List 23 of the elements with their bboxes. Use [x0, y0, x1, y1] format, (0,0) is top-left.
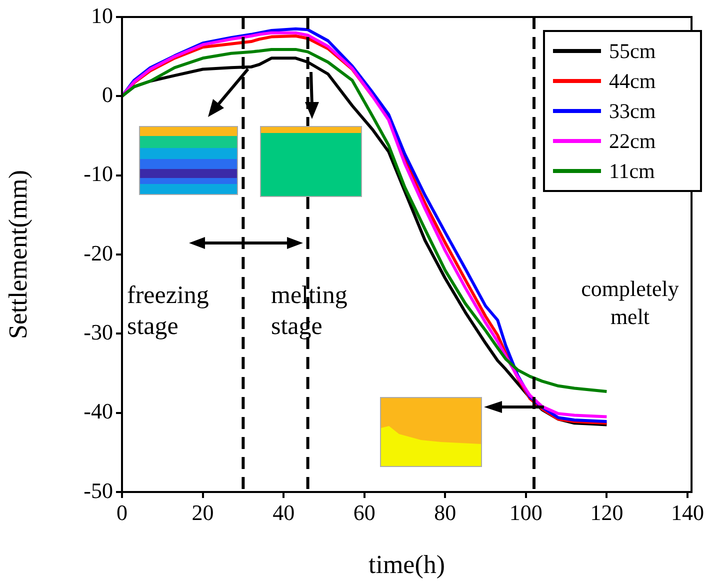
- legend-label: 33cm: [609, 98, 656, 124]
- y-tick-label: 10: [91, 2, 113, 28]
- legend-label: 11cm: [609, 158, 655, 184]
- annotation: completely melt: [580, 275, 680, 330]
- x-tick-label: 140: [670, 500, 704, 525]
- y-tick-label: -20: [84, 240, 113, 266]
- x-tick-label: 40: [272, 500, 295, 525]
- legend-label: 22cm: [609, 128, 656, 154]
- y-axis-title: Settlement(mm): [3, 170, 32, 339]
- x-tick-label: 120: [590, 500, 624, 525]
- x-tick-label: 100: [509, 500, 542, 525]
- x-tick-label: 60: [353, 500, 376, 525]
- legend-label: 55cm: [609, 38, 656, 64]
- legend-label: 44cm: [609, 68, 656, 94]
- y-tick-label: -40: [84, 398, 113, 424]
- x-axis-title: time(h): [368, 550, 446, 580]
- annotation: freezing stage: [127, 281, 210, 342]
- y-tick-label: -10: [84, 161, 113, 186]
- x-tick-label: 20: [192, 500, 214, 525]
- y-tick-label: -30: [84, 319, 113, 344]
- y-tick-label: 0: [102, 82, 113, 107]
- y-tick-label: -50: [84, 478, 113, 503]
- x-tick-label: 80: [434, 500, 456, 525]
